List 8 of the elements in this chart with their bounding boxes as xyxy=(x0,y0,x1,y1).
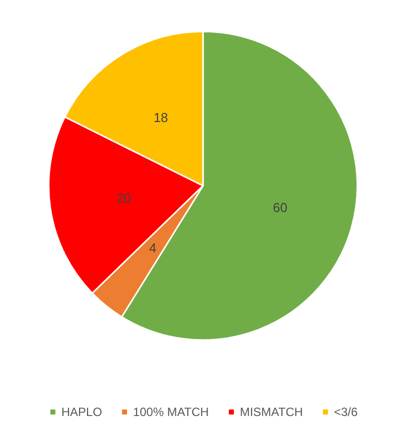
data-label: 20 xyxy=(116,190,132,206)
legend-label: 100% MATCH xyxy=(133,405,209,419)
data-label: 18 xyxy=(154,110,168,126)
legend-label: <3/6 xyxy=(334,405,358,419)
legend-label: HAPLO xyxy=(61,405,102,419)
data-label: 60 xyxy=(272,200,288,216)
legend-label: MISMATCH xyxy=(240,405,303,419)
data-label: 4 xyxy=(149,240,156,256)
